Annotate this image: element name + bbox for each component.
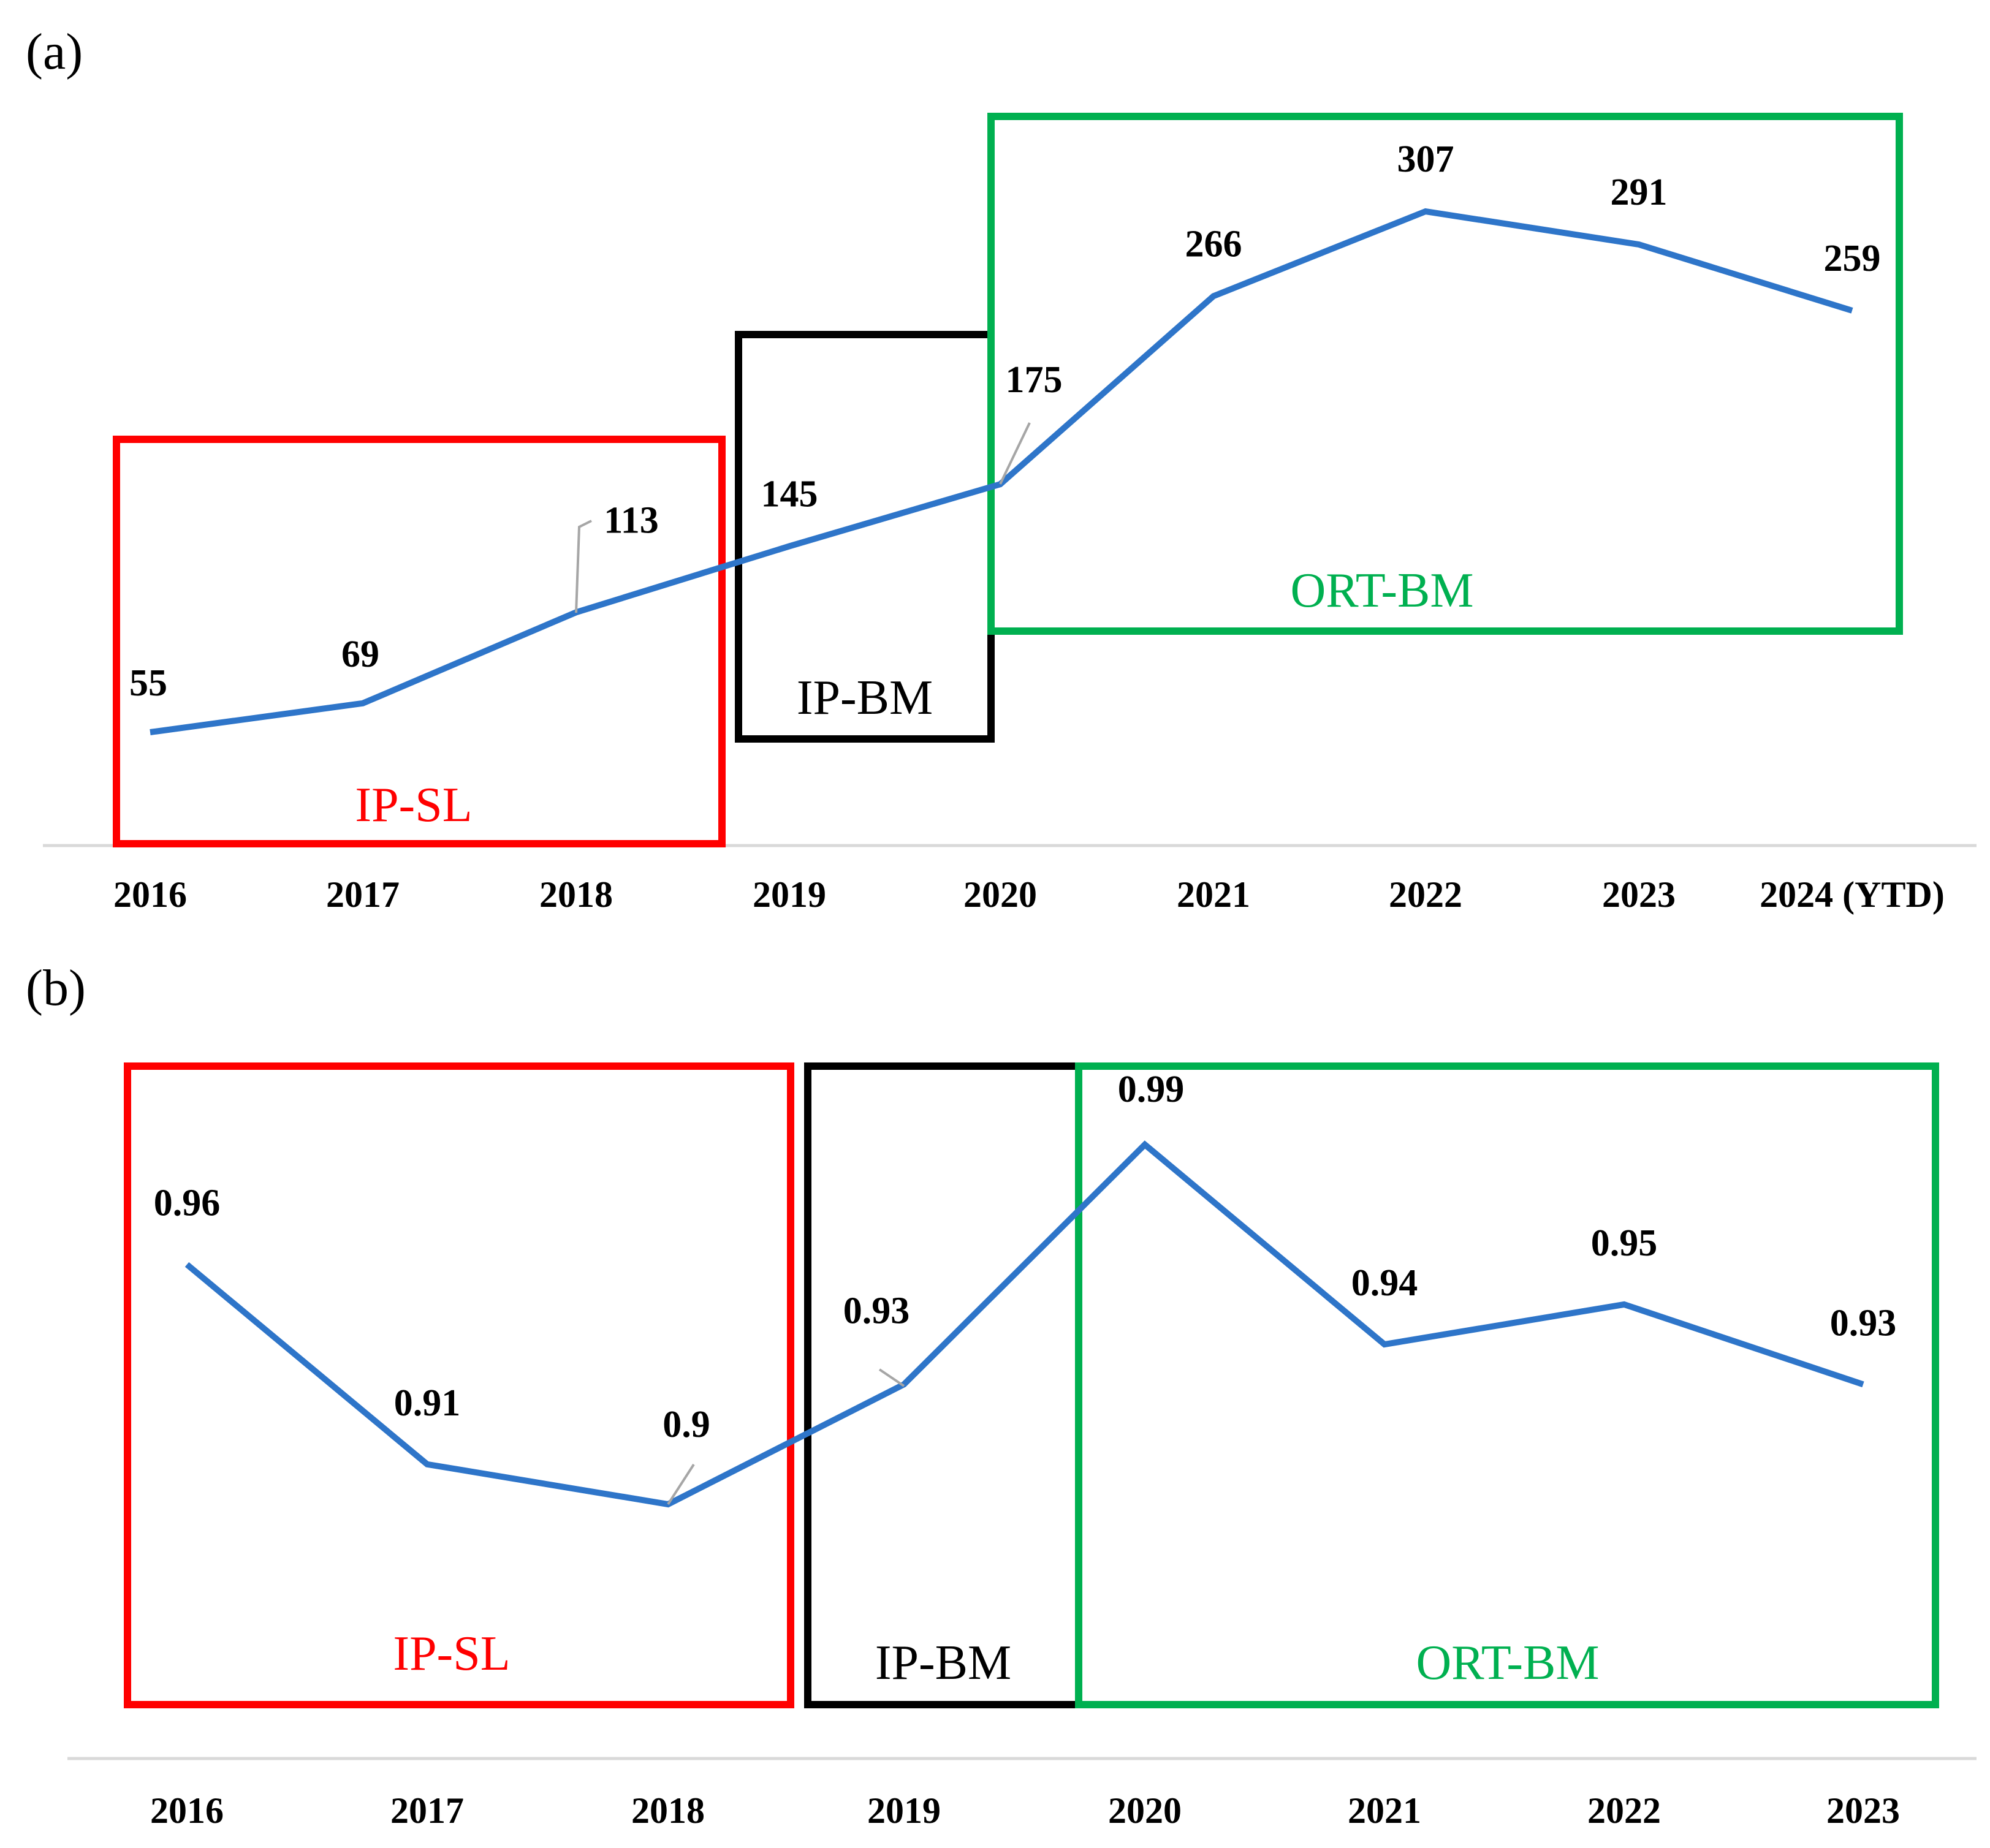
region-label-ip-sl: IP-SL [355, 778, 472, 832]
panel-a: (a) 2016 2017 2018 2019 2020 2021 2022 2023 2024 … [26, 23, 1977, 915]
data-label-leader [575, 520, 592, 613]
x-tick-label: 2021 [1348, 1790, 1421, 1831]
region-label-ort-bm: ORT-BM [1416, 1636, 1600, 1690]
data-label: 307 [1397, 138, 1454, 180]
x-tick-label: 2016 [113, 874, 187, 915]
data-label: 291 [1611, 172, 1668, 213]
x-tick-label: 2017 [326, 874, 400, 915]
region-box-ip-bm [804, 1062, 1082, 1708]
region-label-ip-sl: IP-SL [393, 1627, 510, 1681]
data-label: 0.96 [154, 1183, 221, 1224]
x-tick-label: 2019 [753, 874, 826, 915]
x-tick-label: 2018 [631, 1790, 705, 1831]
region-label-ip-bm: IP-BM [875, 1636, 1011, 1690]
data-label: 266 [1185, 223, 1242, 265]
data-label: 69 [341, 634, 379, 675]
data-label: 0.95 [1591, 1222, 1658, 1264]
series-line [150, 208, 1853, 735]
data-label: 113 [604, 499, 659, 541]
region-box-ip-sl [124, 1062, 794, 1708]
panel-label: (a) [26, 23, 83, 80]
region-box-ort-bm [1075, 1062, 1939, 1708]
x-tick-label: 2024 (YTD) [1760, 874, 1945, 915]
x-tick-label: 2022 [1587, 1790, 1661, 1831]
data-label: 145 [761, 473, 818, 515]
x-tick-label: 2021 [1177, 874, 1250, 915]
data-label: 175 [1006, 359, 1063, 401]
data-label: 0.93 [1830, 1302, 1897, 1344]
x-tick-label: 2023 [1602, 874, 1676, 915]
data-label: 259 [1824, 238, 1881, 279]
region-box-ort-bm [987, 113, 1903, 635]
x-tick-label: 2019 [867, 1790, 941, 1831]
x-tick-label: 2020 [1108, 1790, 1182, 1831]
region-label-ort-bm: ORT-BM [1291, 564, 1474, 618]
data-label: 0.91 [394, 1382, 461, 1424]
panel-b: (b) 2016 2017 2018 2019 2020 2021 2022 2023 IP-SL… [26, 960, 1977, 1831]
region-label-ip-bm: IP-BM [797, 671, 933, 725]
data-label-leader [667, 1463, 695, 1505]
region-box-ip-sl [113, 436, 726, 847]
x-tick-label: 2023 [1826, 1790, 1900, 1831]
x-tick-label: 2022 [1389, 874, 1462, 915]
x-tick-label: 2017 [390, 1790, 464, 1831]
data-label-leader [999, 422, 1031, 485]
data-label: 0.93 [843, 1290, 910, 1331]
data-label-leader [878, 1368, 905, 1387]
data-label: 55 [129, 662, 167, 704]
data-label: 0.94 [1351, 1262, 1418, 1304]
series-line [184, 1140, 1864, 1508]
data-label: 0.9 [663, 1404, 710, 1445]
panel-label: (b) [26, 960, 86, 1017]
x-tick-label: 2018 [539, 874, 613, 915]
x-tick-label: 2020 [963, 874, 1037, 915]
data-label: 0.99 [1118, 1069, 1185, 1110]
x-tick-label: 2016 [150, 1790, 224, 1831]
